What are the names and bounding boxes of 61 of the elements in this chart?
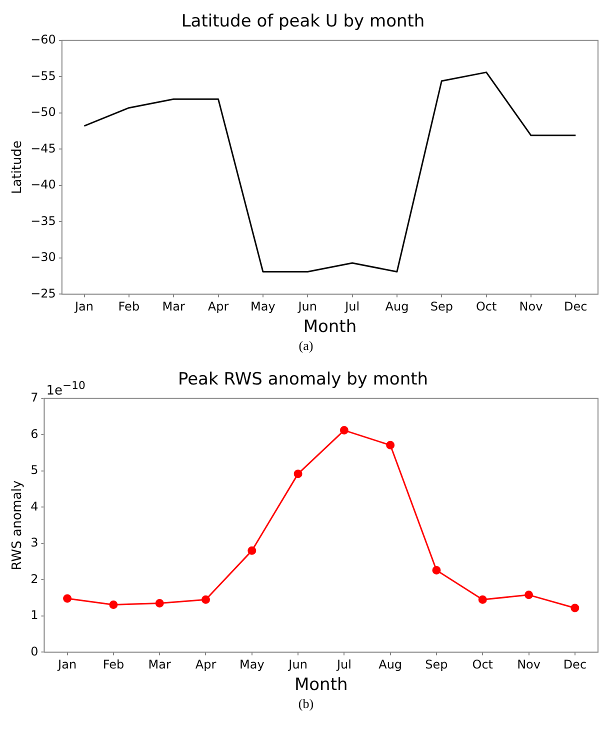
x-tick-label: Feb [102, 658, 124, 672]
point [478, 595, 487, 604]
x-tick-label: May [239, 658, 264, 672]
text: (b) [297, 696, 315, 713]
point [63, 594, 72, 603]
text: (a) [298, 338, 314, 355]
x-tick-label: Dec [564, 300, 588, 314]
point [524, 590, 534, 600]
y-axis-title: RWS anomaly [10, 480, 26, 570]
point [109, 600, 118, 609]
y-tick-label: 1 [30, 608, 38, 622]
x-axis-title: Month [294, 675, 348, 696]
x-tick-label: Dec [563, 658, 587, 672]
x-tick-label: Sep [430, 300, 453, 314]
point [432, 566, 441, 575]
point [570, 604, 580, 612]
x-tick-label: Jul [344, 300, 360, 314]
x-tick-label: Apr [208, 300, 229, 314]
y-tick-label: 5 [30, 463, 38, 478]
x-tick-label: Aug [378, 658, 402, 672]
point [386, 440, 395, 450]
x-tick-label: Jan [74, 300, 94, 314]
y-tick-label: 0 [30, 644, 38, 658]
chart-title: Latitude of peak U by month [181, 12, 425, 32]
x-tick-label: Sep [425, 658, 448, 672]
x-tick-label: Jan [57, 658, 77, 672]
x-tick-label: Mar [148, 658, 171, 672]
y-tick-label: −35 [30, 214, 56, 228]
chart-title: Peak RWS anomaly by month [178, 370, 428, 390]
x-tick-label: Feb [118, 300, 140, 314]
x-tick-label: Jun [288, 658, 308, 672]
y-tick-label: −60 [30, 32, 56, 47]
y-tick-label: −55 [30, 68, 56, 83]
y-tick-label: −50 [30, 105, 56, 120]
point [294, 470, 302, 478]
y-tick-label: −45 [30, 141, 56, 156]
x-tick-label: Aug [385, 300, 409, 314]
annotation: 1e$^{−10}$ [46, 378, 86, 400]
y-tick-label: −25 [30, 286, 56, 300]
point [155, 599, 164, 608]
y-tick-label: 7 [30, 390, 38, 405]
y-tick-label: −40 [30, 178, 56, 192]
y-tick-label: −30 [30, 250, 56, 264]
x-tick-label: Jul [336, 658, 352, 672]
y-tick-label: 3 [30, 536, 38, 550]
point [248, 546, 256, 555]
y-tick-label: 6 [30, 426, 38, 441]
y-tick-label: 4 [30, 499, 38, 514]
x-tick-label: Mar [162, 300, 185, 314]
x-tick-label: Oct [472, 658, 494, 672]
x-axis-title: Month [303, 317, 357, 338]
point [202, 595, 210, 604]
x-tick-label: Oct [476, 300, 497, 314]
x-tick-label: Nov [519, 300, 543, 314]
point [340, 426, 348, 435]
x-tick-label: May [250, 300, 276, 314]
x-tick-label: Nov [517, 658, 540, 672]
y-axis-title: Latitude [10, 140, 26, 194]
x-tick-label: Apr [195, 658, 216, 672]
y-tick-label: 2 [30, 572, 38, 586]
x-tick-label: Jun [297, 300, 317, 314]
